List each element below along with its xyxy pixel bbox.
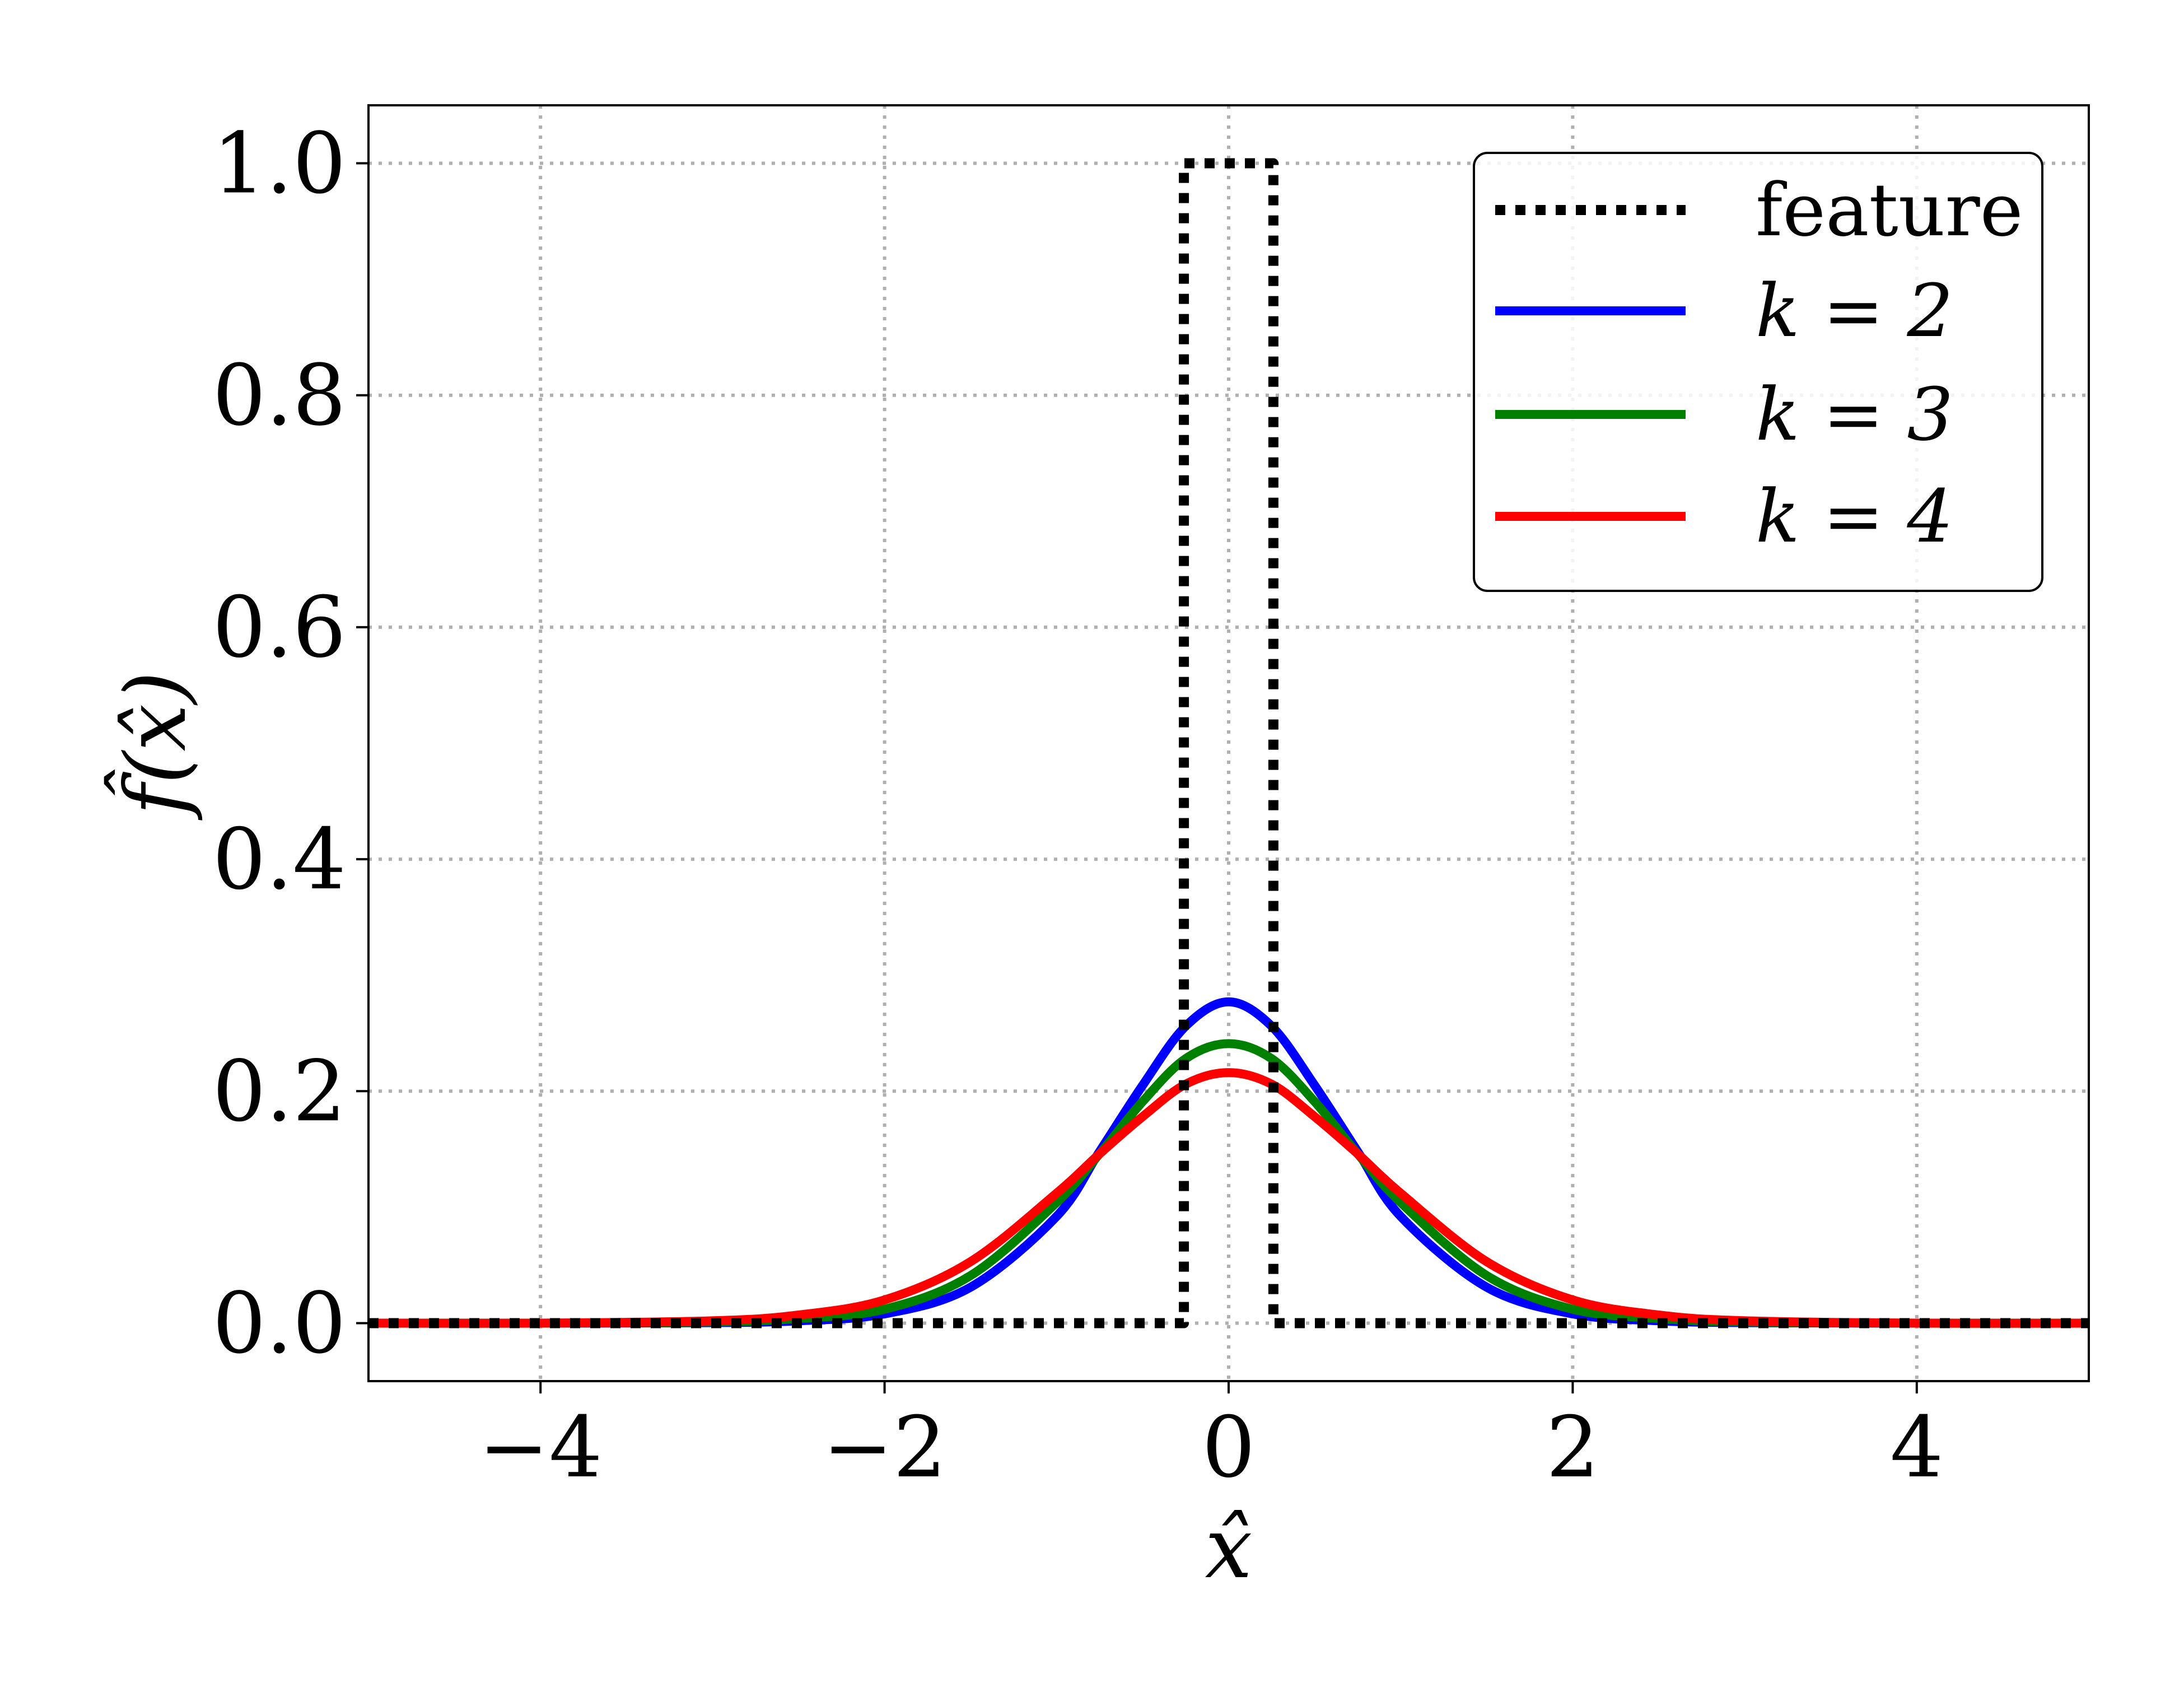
x-tick-label: −2 xyxy=(823,1399,946,1496)
y-tick-label: 0.4 xyxy=(212,811,346,908)
y-axis-title: f̂(x̂) xyxy=(104,671,205,820)
y-tick-label: 0.8 xyxy=(212,347,346,445)
x-tick-label: 0 xyxy=(1202,1399,1255,1496)
x-tick-label: 2 xyxy=(1546,1399,1599,1496)
series-line-k4 xyxy=(368,1068,2089,1328)
x-axis-title: x̂ xyxy=(1205,1500,1253,1597)
tick-layer: −4 −2 0 2 4 0.0 0.2 0.4 0.6 0.8 1.0 xyxy=(212,115,1943,1496)
x-tick-label: −4 xyxy=(479,1399,603,1496)
series-line-feature xyxy=(368,158,2089,1328)
legend-label: feature xyxy=(1756,167,2023,253)
y-tick-label: 0.2 xyxy=(212,1043,346,1140)
legend-label: k = 4 xyxy=(1756,474,1953,559)
legend-label: k = 3 xyxy=(1756,372,1953,457)
y-tick-label: 0.0 xyxy=(212,1275,346,1372)
x-tick-label: 4 xyxy=(1890,1399,1943,1496)
legend: feature k = 2 k = 3 k = 4 xyxy=(1473,152,2043,592)
legend-box xyxy=(1473,152,2043,592)
series-layer xyxy=(368,158,2089,1328)
y-tick-label: 0.6 xyxy=(212,579,346,677)
legend-label: k = 2 xyxy=(1756,268,1953,353)
y-tick-label: 1.0 xyxy=(212,115,346,213)
